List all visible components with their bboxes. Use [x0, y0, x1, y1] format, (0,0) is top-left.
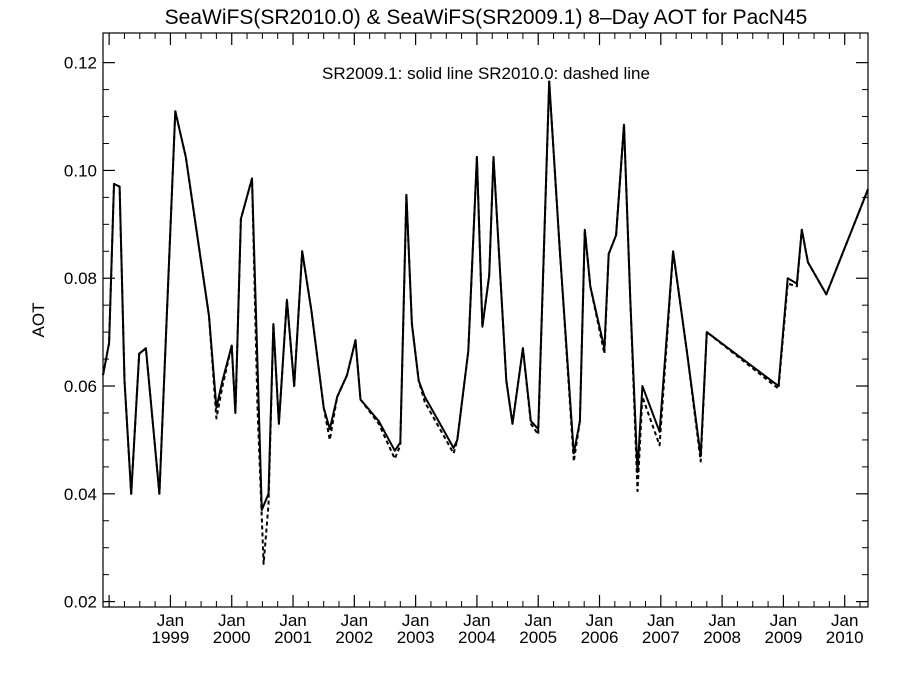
x-tick-year: 2005 [519, 628, 557, 647]
y-tick-label: 0.02 [64, 593, 97, 612]
x-tick-month: Jan [279, 611, 306, 630]
x-tick-year: 2008 [703, 628, 741, 647]
x-tick-month: Jan [218, 611, 245, 630]
x-tick-month: Jan [525, 611, 552, 630]
y-tick-label: 0.08 [64, 269, 97, 288]
plot-frame [102, 32, 869, 608]
y-tick-label: 0.06 [64, 377, 97, 396]
x-tick-year: 2007 [642, 628, 680, 647]
x-tick-month: Jan [586, 611, 613, 630]
x-tick-month: Jan [463, 611, 490, 630]
x-tick-year: 2000 [213, 628, 251, 647]
x-tick-year: 2010 [826, 628, 864, 647]
x-tick-month: Jan [157, 611, 184, 630]
x-tick-month: Jan [647, 611, 674, 630]
y-tick-label: 0.10 [64, 161, 97, 180]
y-axis-label: AOT [29, 303, 48, 338]
x-tick-year: 2006 [581, 628, 619, 647]
series-layer [102, 80, 869, 565]
axis-ticks: 0.020.040.060.080.100.12Jan1999Jan2000Ja… [64, 33, 868, 647]
x-tick-month: Jan [402, 611, 429, 630]
x-tick-year: 2002 [335, 628, 373, 647]
x-tick-year: 2009 [764, 628, 802, 647]
x-tick-month: Jan [831, 611, 858, 630]
x-tick-month: Jan [708, 611, 735, 630]
x-tick-month: Jan [341, 611, 368, 630]
x-tick-month: Jan [770, 611, 797, 630]
y-tick-label: 0.12 [64, 54, 97, 73]
chart-title: SeaWiFS(SR2010.0) & SeaWiFS(SR2009.1) 8–… [165, 6, 808, 29]
legend-annotation: SR2009.1: solid line SR2010.0: dashed li… [322, 64, 650, 83]
series-line-sr2010-0 [102, 80, 869, 565]
x-tick-year: 2004 [458, 628, 496, 647]
series-line-sr2009-1 [102, 80, 869, 511]
x-tick-year: 1999 [152, 628, 190, 647]
x-tick-year: 2001 [274, 628, 312, 647]
y-tick-label: 0.04 [64, 485, 97, 504]
x-tick-year: 2003 [397, 628, 435, 647]
